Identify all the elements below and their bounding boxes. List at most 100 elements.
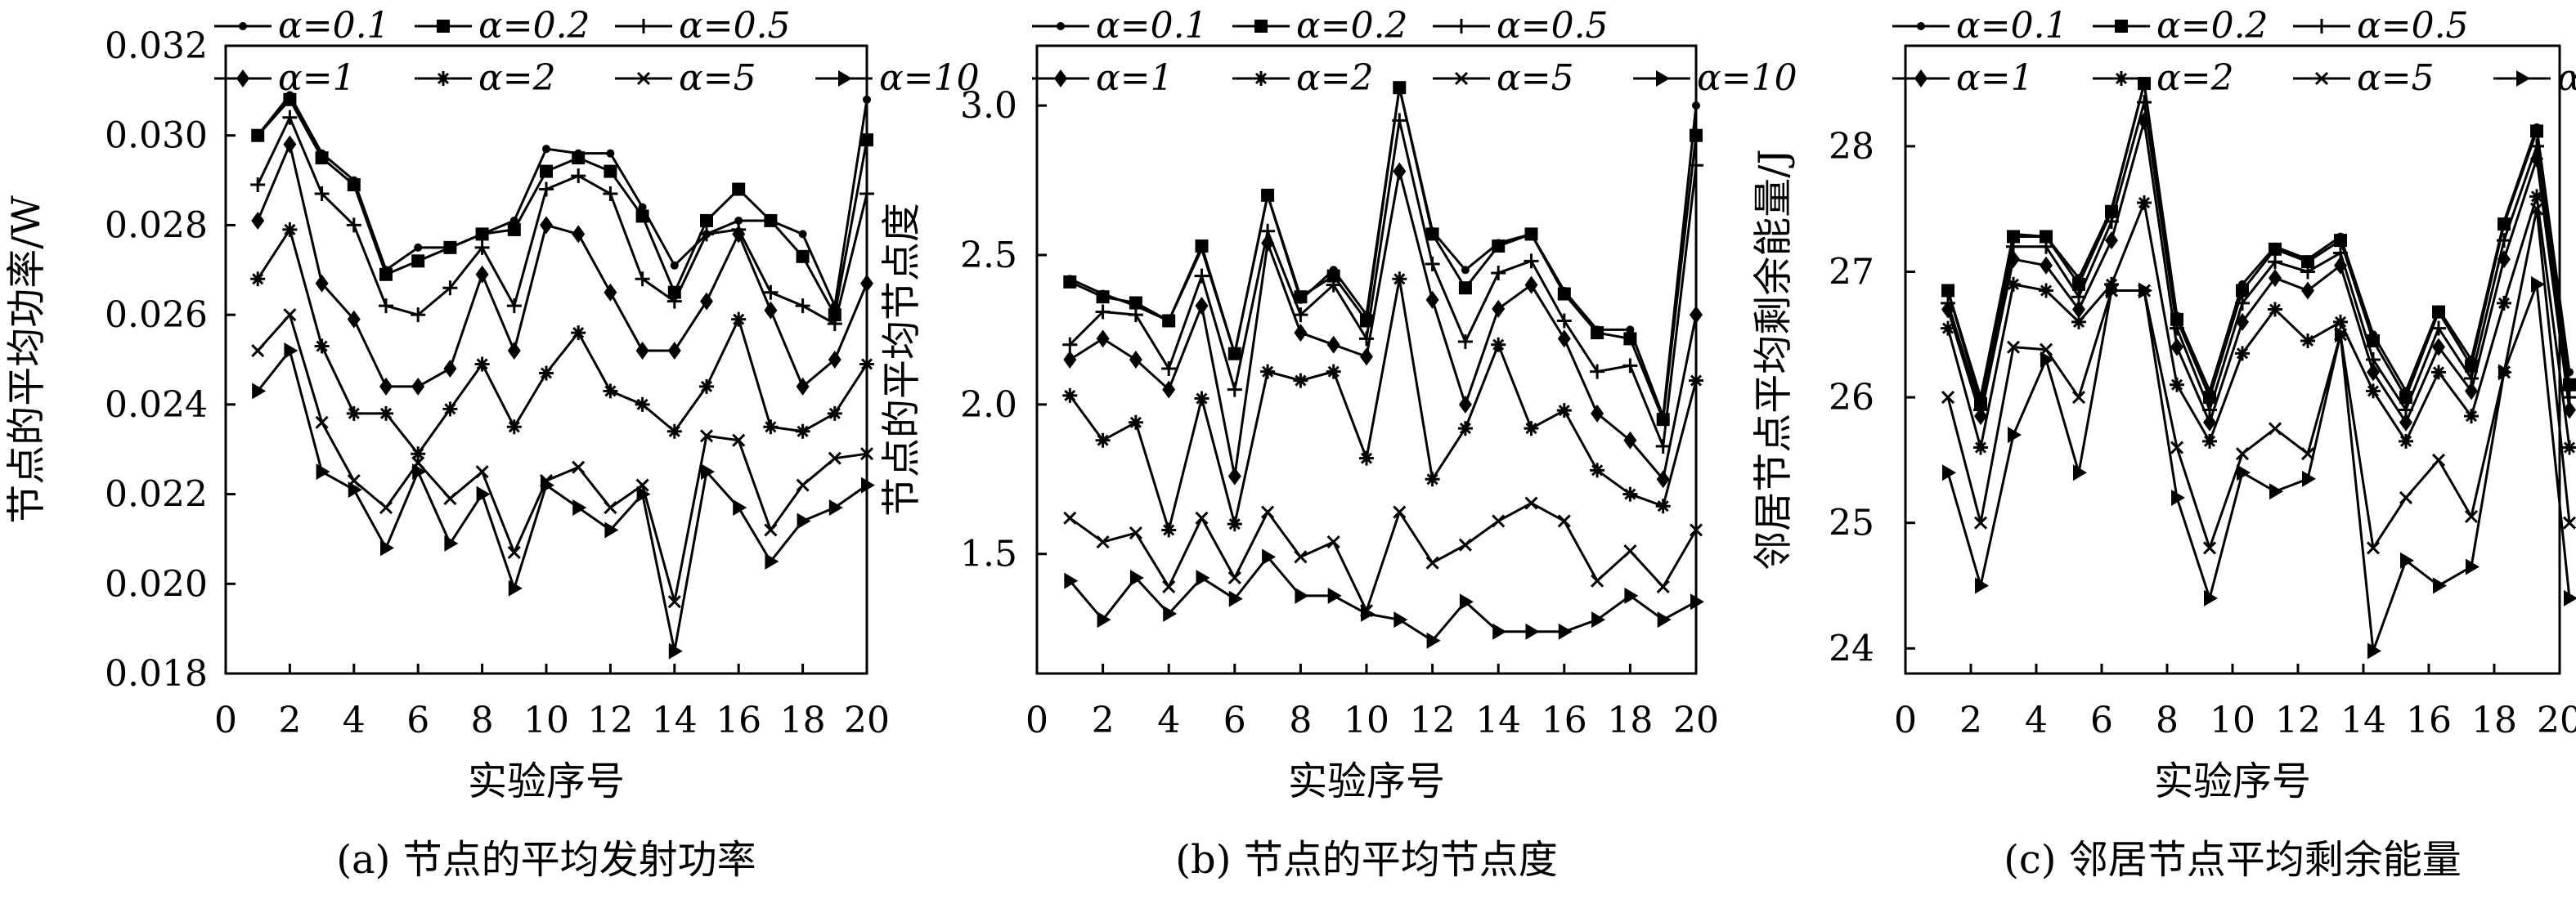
chart-c-data-point <box>2105 231 2118 250</box>
chart-c-data-point <box>2269 269 2282 288</box>
chart-a-data-point <box>666 293 682 309</box>
chart-b-data-point <box>1558 623 1573 640</box>
chart-c-data-point <box>2432 338 2445 356</box>
chart-c-data-point <box>2269 242 2282 256</box>
chart-a-data-point <box>314 186 330 202</box>
chart-a-data-point <box>796 377 810 396</box>
chart-c-data-point <box>2106 282 2120 299</box>
chart-a-x-tick-label: 18 <box>780 700 826 741</box>
chart-c-data-point <box>2268 422 2282 436</box>
chart-b-data-point <box>1524 275 1538 294</box>
chart-a-caption: (a) 节点的平均发射功率 <box>336 837 756 883</box>
chart-a-x-tick-label: 14 <box>652 700 698 741</box>
chart-b-data-point <box>1624 587 1639 604</box>
chart-a-data-point <box>250 271 266 287</box>
chart-c-series-line <box>1946 82 2571 405</box>
chart-b-series-line <box>1069 277 1698 531</box>
chart-a-data-point <box>379 405 393 421</box>
chart-b-data-point <box>1327 587 1342 604</box>
chart-b-data-point <box>1326 535 1340 549</box>
chart-b-data-point <box>1194 268 1209 284</box>
chart-c-data-point <box>2302 470 2316 487</box>
chart-b-data-point <box>1227 467 1241 486</box>
chart-a-legend: α=0.1 α=0.2 α=0.5 α=1 α=2 α=5 α=10 <box>214 5 980 99</box>
chart-c-data-point <box>2301 255 2314 269</box>
chart-b-data-point <box>1591 326 1604 340</box>
chart-b-data-point <box>1690 128 1703 142</box>
chart-b-data-point <box>1128 307 1143 323</box>
chart-b-data-point <box>1361 605 1375 622</box>
chart-c-series-line <box>1946 208 2571 549</box>
chart-a-data-point <box>763 419 779 435</box>
chart-c-legend-marker <box>2314 71 2329 86</box>
chart-c-legend-label: α=0.5 <box>2357 5 2469 47</box>
chart-b-legend-label: α=0.5 <box>1497 5 1609 47</box>
chart-c-series-0 <box>1944 79 2574 402</box>
chart-a-data-point <box>411 377 425 396</box>
chart-b-data-point <box>1590 364 1605 379</box>
chart-b-data-point <box>1655 499 1671 514</box>
chart-c-data-point <box>2071 391 2086 405</box>
chart-b-x-tick-label: 12 <box>1410 700 1456 741</box>
chart-b-data-point <box>1096 329 1110 348</box>
chart-b-legend: α=0.1 α=0.2 α=0.5 α=1 α=2 α=5 α=10 <box>1032 5 1797 99</box>
chart-b-data-point <box>1096 290 1110 304</box>
chart-b-data-point <box>1392 271 1407 287</box>
chart-c-data-point <box>2431 453 2446 467</box>
chart-c-data-point <box>2039 283 2053 298</box>
chart-b-data-point <box>1656 470 1670 489</box>
chart-b-data-point <box>1063 511 1077 525</box>
chart-c-legend-label: α=0.2 <box>2156 5 2269 47</box>
chart-c-data-point <box>2235 346 2250 361</box>
chart-c-data-point <box>2300 333 2315 348</box>
chart-b-x-tick-label: 18 <box>1607 700 1653 741</box>
chart-b-data-point <box>1626 325 1635 334</box>
chart-b-series-5 <box>1063 496 1703 618</box>
chart-b-data-point <box>1557 287 1571 301</box>
chart-a-data-point <box>282 222 298 237</box>
chart-b-y-tick-label: 2.5 <box>960 235 1017 276</box>
chart-a-data-point <box>315 151 329 165</box>
chart-b-data-point <box>1162 580 1176 594</box>
chart-b-data-point <box>1689 523 1703 537</box>
chart-a-series-0 <box>254 91 871 311</box>
chart-a-data-point <box>508 580 523 597</box>
chart-b-data-point <box>1425 290 1439 309</box>
chart-b-data-point <box>1557 329 1571 348</box>
chart-a-data-point <box>541 477 554 494</box>
chart-a-data-point <box>859 186 874 202</box>
chart-c-data-point <box>2498 364 2512 381</box>
chart-c-y-tick-label: 28 <box>1829 126 1874 168</box>
chart-a-data-point <box>443 491 457 506</box>
chart-a-x-tick-label: 10 <box>523 700 569 741</box>
chart-a-data-point <box>667 595 681 609</box>
chart-b-data-point <box>1293 307 1308 323</box>
chart-b-data-point <box>1260 364 1276 379</box>
chart-c-legend-label: α=10 <box>2557 57 2576 99</box>
chart-b-data-point <box>1393 505 1407 519</box>
chart-c-x-tick-label: 8 <box>2156 700 2179 741</box>
chart-b-data-point <box>1063 275 1077 289</box>
chart-a-data-point <box>346 405 361 421</box>
chart-a-legend-marker <box>636 19 651 34</box>
chart-a-data-point <box>603 383 618 399</box>
chart-c-x-tick-label: 16 <box>2406 700 2452 741</box>
chart-b-data-point <box>1227 571 1241 585</box>
chart-b-series-line <box>1069 119 1698 448</box>
chart-a-data-point <box>827 316 842 332</box>
chart-b-x-axis-title: 实验序号 <box>1288 759 1445 804</box>
chart-a-series-line <box>256 228 868 455</box>
chart-a-data-point <box>282 110 298 125</box>
chart-b-data-point <box>1129 296 1142 310</box>
chart-a-data-point <box>380 539 394 557</box>
chart-b-data-point <box>1690 593 1704 611</box>
chart-a-data-point <box>700 292 713 311</box>
chart-c-data-point <box>2431 320 2446 336</box>
chart-a-data-point <box>379 377 393 396</box>
chart-a-data-point <box>667 342 681 360</box>
chart-c-data-point <box>2072 300 2085 319</box>
chart-a-data-point <box>666 423 682 439</box>
chart-c: 0 2 4 6 8 10 12 14 16 18 202425262728实验序号邻居节点平均剩余能… <box>1751 5 2576 883</box>
chart-a-x-tick-label: 12 <box>587 700 633 741</box>
chart-b-data-point <box>1326 277 1341 293</box>
